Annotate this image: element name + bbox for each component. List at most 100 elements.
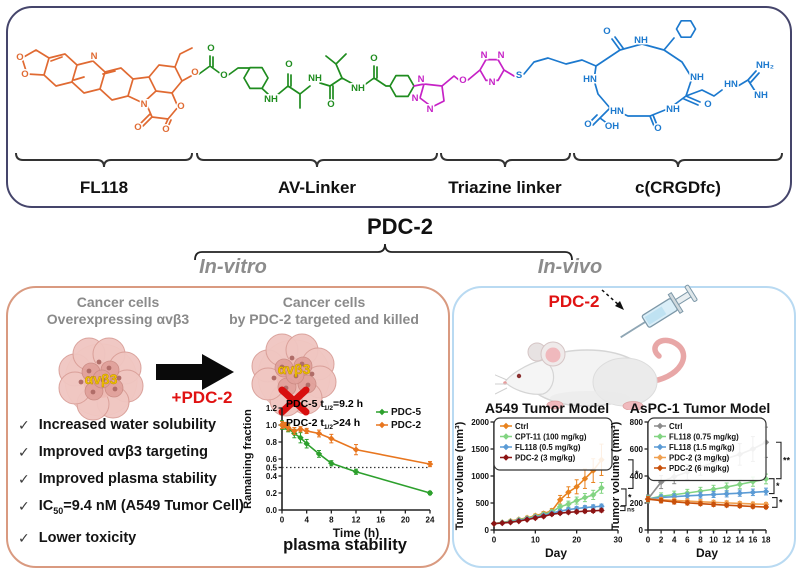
branch-bracket [194, 243, 573, 261]
atom-label: NH [308, 73, 322, 84]
fl118-bonds [21, 47, 193, 130]
svg-text:Ctrl: Ctrl [669, 422, 682, 431]
svg-text:*: * [776, 481, 780, 491]
check-icon: ✓ [18, 444, 30, 460]
svg-text:400: 400 [630, 472, 644, 481]
caption-right-line1: Cancer cells [282, 294, 366, 310]
svg-text:0.4: 0.4 [266, 472, 278, 481]
brace-triazine [440, 152, 571, 168]
svg-text:Ctrl: Ctrl [515, 422, 528, 431]
check-icon: ✓ [18, 529, 30, 546]
svg-text:8: 8 [329, 516, 334, 525]
brace-crgdfc [573, 152, 783, 168]
half-life-annotations: PDC-5 t1/2=9.2 h PDC-2 t1/2>24 h [286, 397, 416, 435]
atom-label: HN [610, 106, 624, 117]
invivo-heading: In-vivo [537, 256, 603, 278]
atom-label: O [162, 124, 169, 135]
svg-text:10: 10 [531, 536, 540, 545]
atom-label: S [516, 70, 522, 81]
mouse-head [504, 359, 555, 395]
atom-label: O [16, 52, 23, 63]
atom-label: O [191, 67, 198, 78]
series-CPT-11 (100 mg/kg) [490, 481, 605, 527]
svg-text:0: 0 [280, 516, 285, 525]
check-icon: ✓ [18, 417, 30, 433]
caption-right-line2: by PDC-2 targeted and killed [229, 311, 419, 327]
svg-text:0: 0 [485, 526, 490, 535]
svg-text:Time (h): Time (h) [333, 526, 379, 540]
svg-text:8: 8 [698, 536, 703, 545]
atom-label: O [370, 53, 377, 64]
svg-text:0.6: 0.6 [266, 455, 278, 464]
svg-text:Day: Day [545, 546, 567, 560]
svg-text:Day: Day [696, 546, 718, 560]
atom-label: OH [605, 121, 619, 132]
svg-text:600: 600 [630, 445, 644, 454]
checklist-item: ✓ Improved αvβ3 targeting [12, 439, 262, 466]
svg-text:12: 12 [722, 536, 731, 545]
plasma-chart-title: plasma stability [283, 536, 407, 554]
svg-text:1500: 1500 [471, 445, 489, 454]
svg-text:Ramaining fraction: Ramaining fraction [242, 409, 254, 509]
atom-label: N [498, 50, 505, 61]
atom-label: O [654, 123, 661, 134]
atom-label: O [704, 99, 711, 110]
svg-text:12: 12 [352, 516, 361, 525]
atom-label: N [91, 51, 98, 62]
svg-text:20: 20 [401, 516, 410, 525]
cancer-cell-cluster-left [58, 337, 144, 421]
svg-text:0: 0 [639, 526, 644, 535]
svg-text:AsPC-1 Tumor Model: AsPC-1 Tumor Model [630, 400, 771, 416]
segment-label-avlinker: AV-Linker [277, 178, 357, 197]
brace-fl118 [15, 152, 193, 168]
mouse-hind-paw [622, 401, 644, 410]
check-icon: ✓ [18, 498, 30, 514]
atom-label: O [603, 26, 610, 37]
atom-label: O [584, 119, 591, 130]
integrin-label-left: αvβ3 [85, 371, 118, 387]
svg-text:FL118 (1.5 mg/kg): FL118 (1.5 mg/kg) [669, 443, 735, 452]
svg-text:PDC-2: PDC-2 [391, 420, 421, 431]
svg-text:PDC-2 (6 mg/kg): PDC-2 (6 mg/kg) [669, 464, 730, 473]
atom-label: O [285, 59, 292, 70]
cell-scene: αvβ3 αvβ3 [58, 333, 337, 421]
brace-avlinker [196, 152, 438, 168]
checklist-item: ✓ Lower toxicity [12, 525, 262, 552]
atom-label: O [21, 69, 28, 80]
caption-cells-right: Cancer cells by PDC-2 targeted and kille… [208, 294, 440, 328]
mouse-front-paw [546, 400, 564, 410]
invitro-heading: In-vitro [199, 256, 267, 278]
atom-label: O [207, 43, 214, 54]
svg-text:FL118 (0.5 mg/kg): FL118 (0.5 mg/kg) [515, 443, 581, 452]
atom-label: NH [690, 72, 704, 83]
dashed-arrow-icon [601, 289, 624, 310]
mouse-whiskers [495, 374, 508, 395]
injection-label: PDC-2 [548, 292, 600, 311]
atom-label: N [489, 77, 496, 88]
svg-text:200: 200 [630, 499, 644, 508]
caption-cells-left: Cancer cells Overexpressing αvβ3 [28, 294, 208, 328]
svg-text:18: 18 [762, 536, 771, 545]
segment-label-fl118: FL118 [79, 178, 129, 197]
svg-text:1.0: 1.0 [266, 421, 278, 430]
atom-label: HN [724, 79, 738, 90]
svg-text:2: 2 [659, 536, 664, 545]
svg-text:800: 800 [630, 418, 644, 427]
atom-label: HN [583, 74, 597, 85]
avlinker-bonds [198, 53, 415, 109]
svg-text:0.5: 0.5 [266, 463, 278, 472]
svg-text:30: 30 [614, 536, 623, 545]
atom-label: O [327, 99, 334, 110]
mouse-illustration [495, 337, 687, 410]
svg-text:20: 20 [572, 536, 581, 545]
triazine-bonds [413, 58, 515, 108]
half-life-annotation: PDC-2 t1/2>24 h [286, 417, 361, 432]
segment-label-triazine: Triazine linker [448, 178, 562, 197]
atom-label: NH [754, 90, 768, 101]
svg-text:0: 0 [492, 536, 497, 545]
svg-text:PDC-5: PDC-5 [391, 407, 421, 418]
atom-label: NH [666, 104, 680, 115]
